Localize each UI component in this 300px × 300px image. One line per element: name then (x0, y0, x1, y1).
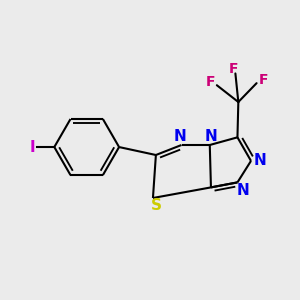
Text: S: S (150, 198, 161, 213)
Text: N: N (204, 129, 217, 144)
Text: N: N (254, 153, 266, 168)
Text: F: F (258, 73, 268, 87)
Text: I: I (30, 140, 35, 154)
Text: F: F (229, 62, 239, 76)
Text: N: N (236, 183, 249, 198)
Text: N: N (174, 129, 186, 144)
Text: F: F (206, 75, 216, 89)
